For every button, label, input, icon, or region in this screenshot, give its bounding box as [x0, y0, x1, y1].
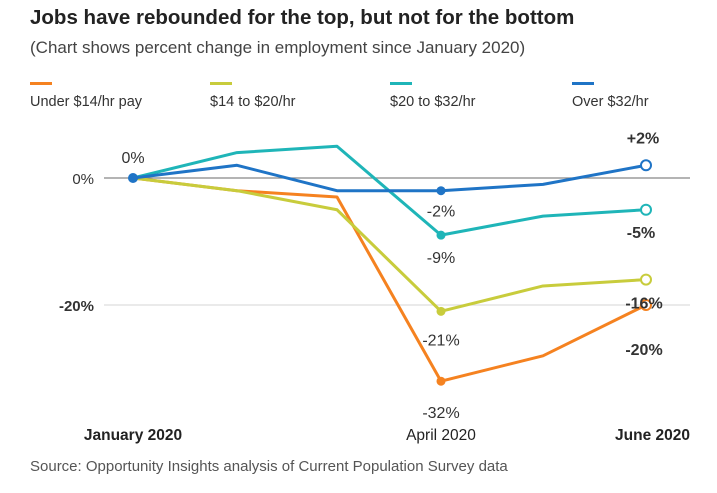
data-point	[436, 186, 446, 196]
chart-subtitle: (Chart shows percent change in employmen…	[30, 38, 526, 57]
legend-label: $14 to $20/hr	[210, 94, 296, 110]
series-line	[132, 176, 647, 383]
x-tick-label: June 2020	[615, 427, 690, 444]
legend-swatch	[390, 82, 412, 85]
data-point	[128, 173, 138, 183]
y-tick-label: 0%	[72, 171, 94, 188]
legend-label: Over $32/hr	[572, 94, 649, 110]
data-point	[640, 159, 652, 172]
x-tick-label: January 2020	[84, 427, 182, 444]
data-label: 0%	[121, 150, 144, 167]
data-point	[436, 376, 446, 386]
legend-label: $20 to $32/hr	[390, 94, 476, 110]
data-point	[640, 273, 652, 286]
data-label: -32%	[422, 405, 459, 422]
data-point	[436, 306, 446, 316]
data-label: -21%	[422, 332, 459, 349]
series-line	[132, 176, 647, 313]
data-point	[640, 203, 652, 216]
x-tick-label: April 2020	[406, 427, 476, 444]
chart-title: Jobs have rebounded for the top, but not…	[30, 6, 575, 29]
legend-item: Over $32/hr	[572, 82, 649, 110]
legend-swatch	[210, 82, 232, 85]
legend-swatch	[30, 82, 52, 85]
source-note: Source: Opportunity Insights analysis of…	[30, 458, 508, 475]
legend-label: Under $14/hr pay	[30, 94, 143, 110]
data-label: -16%	[625, 296, 662, 313]
data-label: -9%	[427, 250, 455, 267]
data-label: +2%	[627, 130, 659, 147]
y-tick-label: -20%	[59, 298, 94, 315]
data-label: -5%	[627, 225, 655, 242]
data-point	[436, 230, 446, 240]
data-label: -20%	[625, 342, 662, 359]
series-line	[132, 163, 647, 193]
data-point	[640, 299, 652, 311]
legend-item: $20 to $32/hr	[390, 82, 475, 110]
data-label: -2%	[427, 204, 455, 221]
legend: Under $14/hr pay $14 to $20/hr $20 to $32/…	[0, 82, 717, 122]
legend-item: $14 to $20/hr	[210, 82, 295, 110]
legend-item: Under $14/hr pay	[30, 82, 142, 110]
legend-swatch	[572, 82, 594, 85]
